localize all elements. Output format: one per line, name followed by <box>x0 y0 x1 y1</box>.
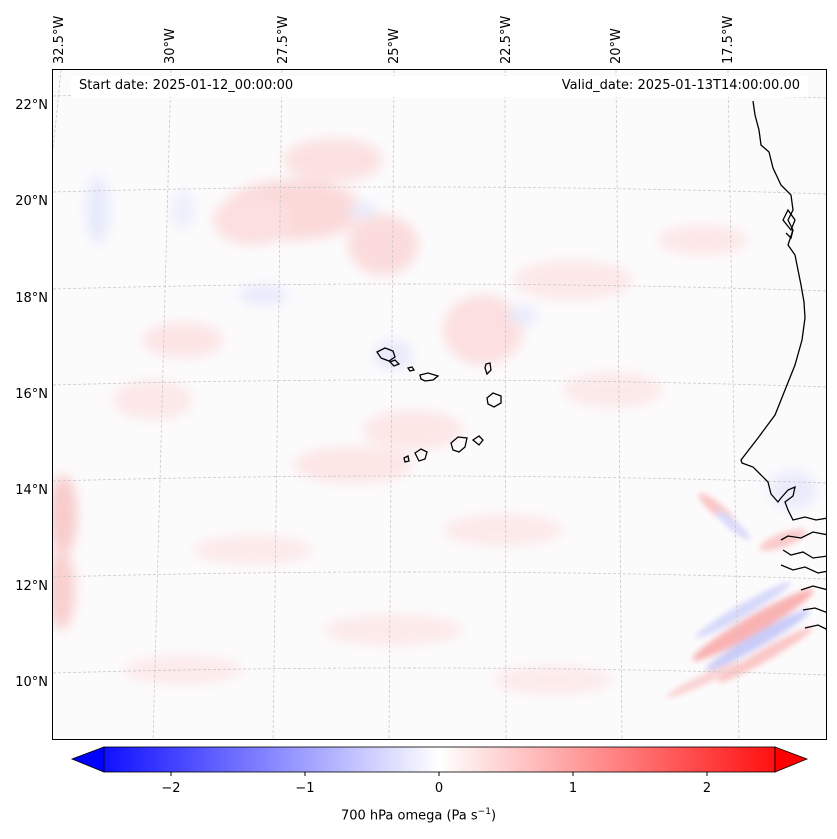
valid-date-label: Valid_date: 2025-01-13T14:00:00.00 <box>561 78 800 93</box>
lon-label-27-5w: 27.5°W <box>276 15 291 64</box>
cape-verde-islands <box>376 347 502 463</box>
lon-label-30w: 30°W <box>163 28 178 64</box>
colorbar-tick-label: −2 <box>161 781 181 796</box>
colorbar-min-extend <box>70 746 105 773</box>
colorbar-tick-label: 2 <box>702 781 712 796</box>
lat-label-10n: 10°N <box>15 675 48 690</box>
lon-label-20w: 20°W <box>609 28 624 64</box>
colorbar <box>70 746 809 776</box>
lat-label-20n: 20°N <box>15 194 48 209</box>
lon-label-17-5w: 17.5°W <box>721 15 736 64</box>
lon-label-32-5w: 32.5°W <box>52 15 67 64</box>
colorbar-title: 700 hPa omega (Pa s−1) <box>0 807 837 823</box>
omega-field <box>53 70 826 739</box>
start-date-label: Start date: 2025-01-12_00:00:00 <box>79 78 294 93</box>
lat-label-18n: 18°N <box>15 291 48 306</box>
lat-label-14n: 14°N <box>15 483 48 498</box>
lon-label-25w: 25°W <box>387 28 402 64</box>
colorbar-max-extend <box>774 746 809 773</box>
lat-label-12n: 12°N <box>15 579 48 594</box>
lat-label-16n: 16°N <box>15 387 48 402</box>
lon-label-22-5w: 22.5°W <box>499 15 514 64</box>
omega-field-map <box>53 70 826 739</box>
lat-label-22n: 22°N <box>15 98 48 113</box>
colorbar-tick-label: 1 <box>568 781 578 796</box>
colorbar-title-close: ) <box>490 808 497 824</box>
map-panel: Start date: 2025-01-12_00:00:00 Valid_da… <box>52 69 827 740</box>
colorbar-gradient <box>103 746 776 773</box>
colorbar-title-text: 700 hPa omega (Pa s <box>340 808 478 824</box>
date-banner <box>71 76 808 97</box>
colorbar-tick-label: −1 <box>295 781 315 796</box>
coastline <box>740 100 826 630</box>
colorbar-tick-label: 0 <box>434 781 444 796</box>
colorbar-title-exponent: −1 <box>477 807 491 817</box>
